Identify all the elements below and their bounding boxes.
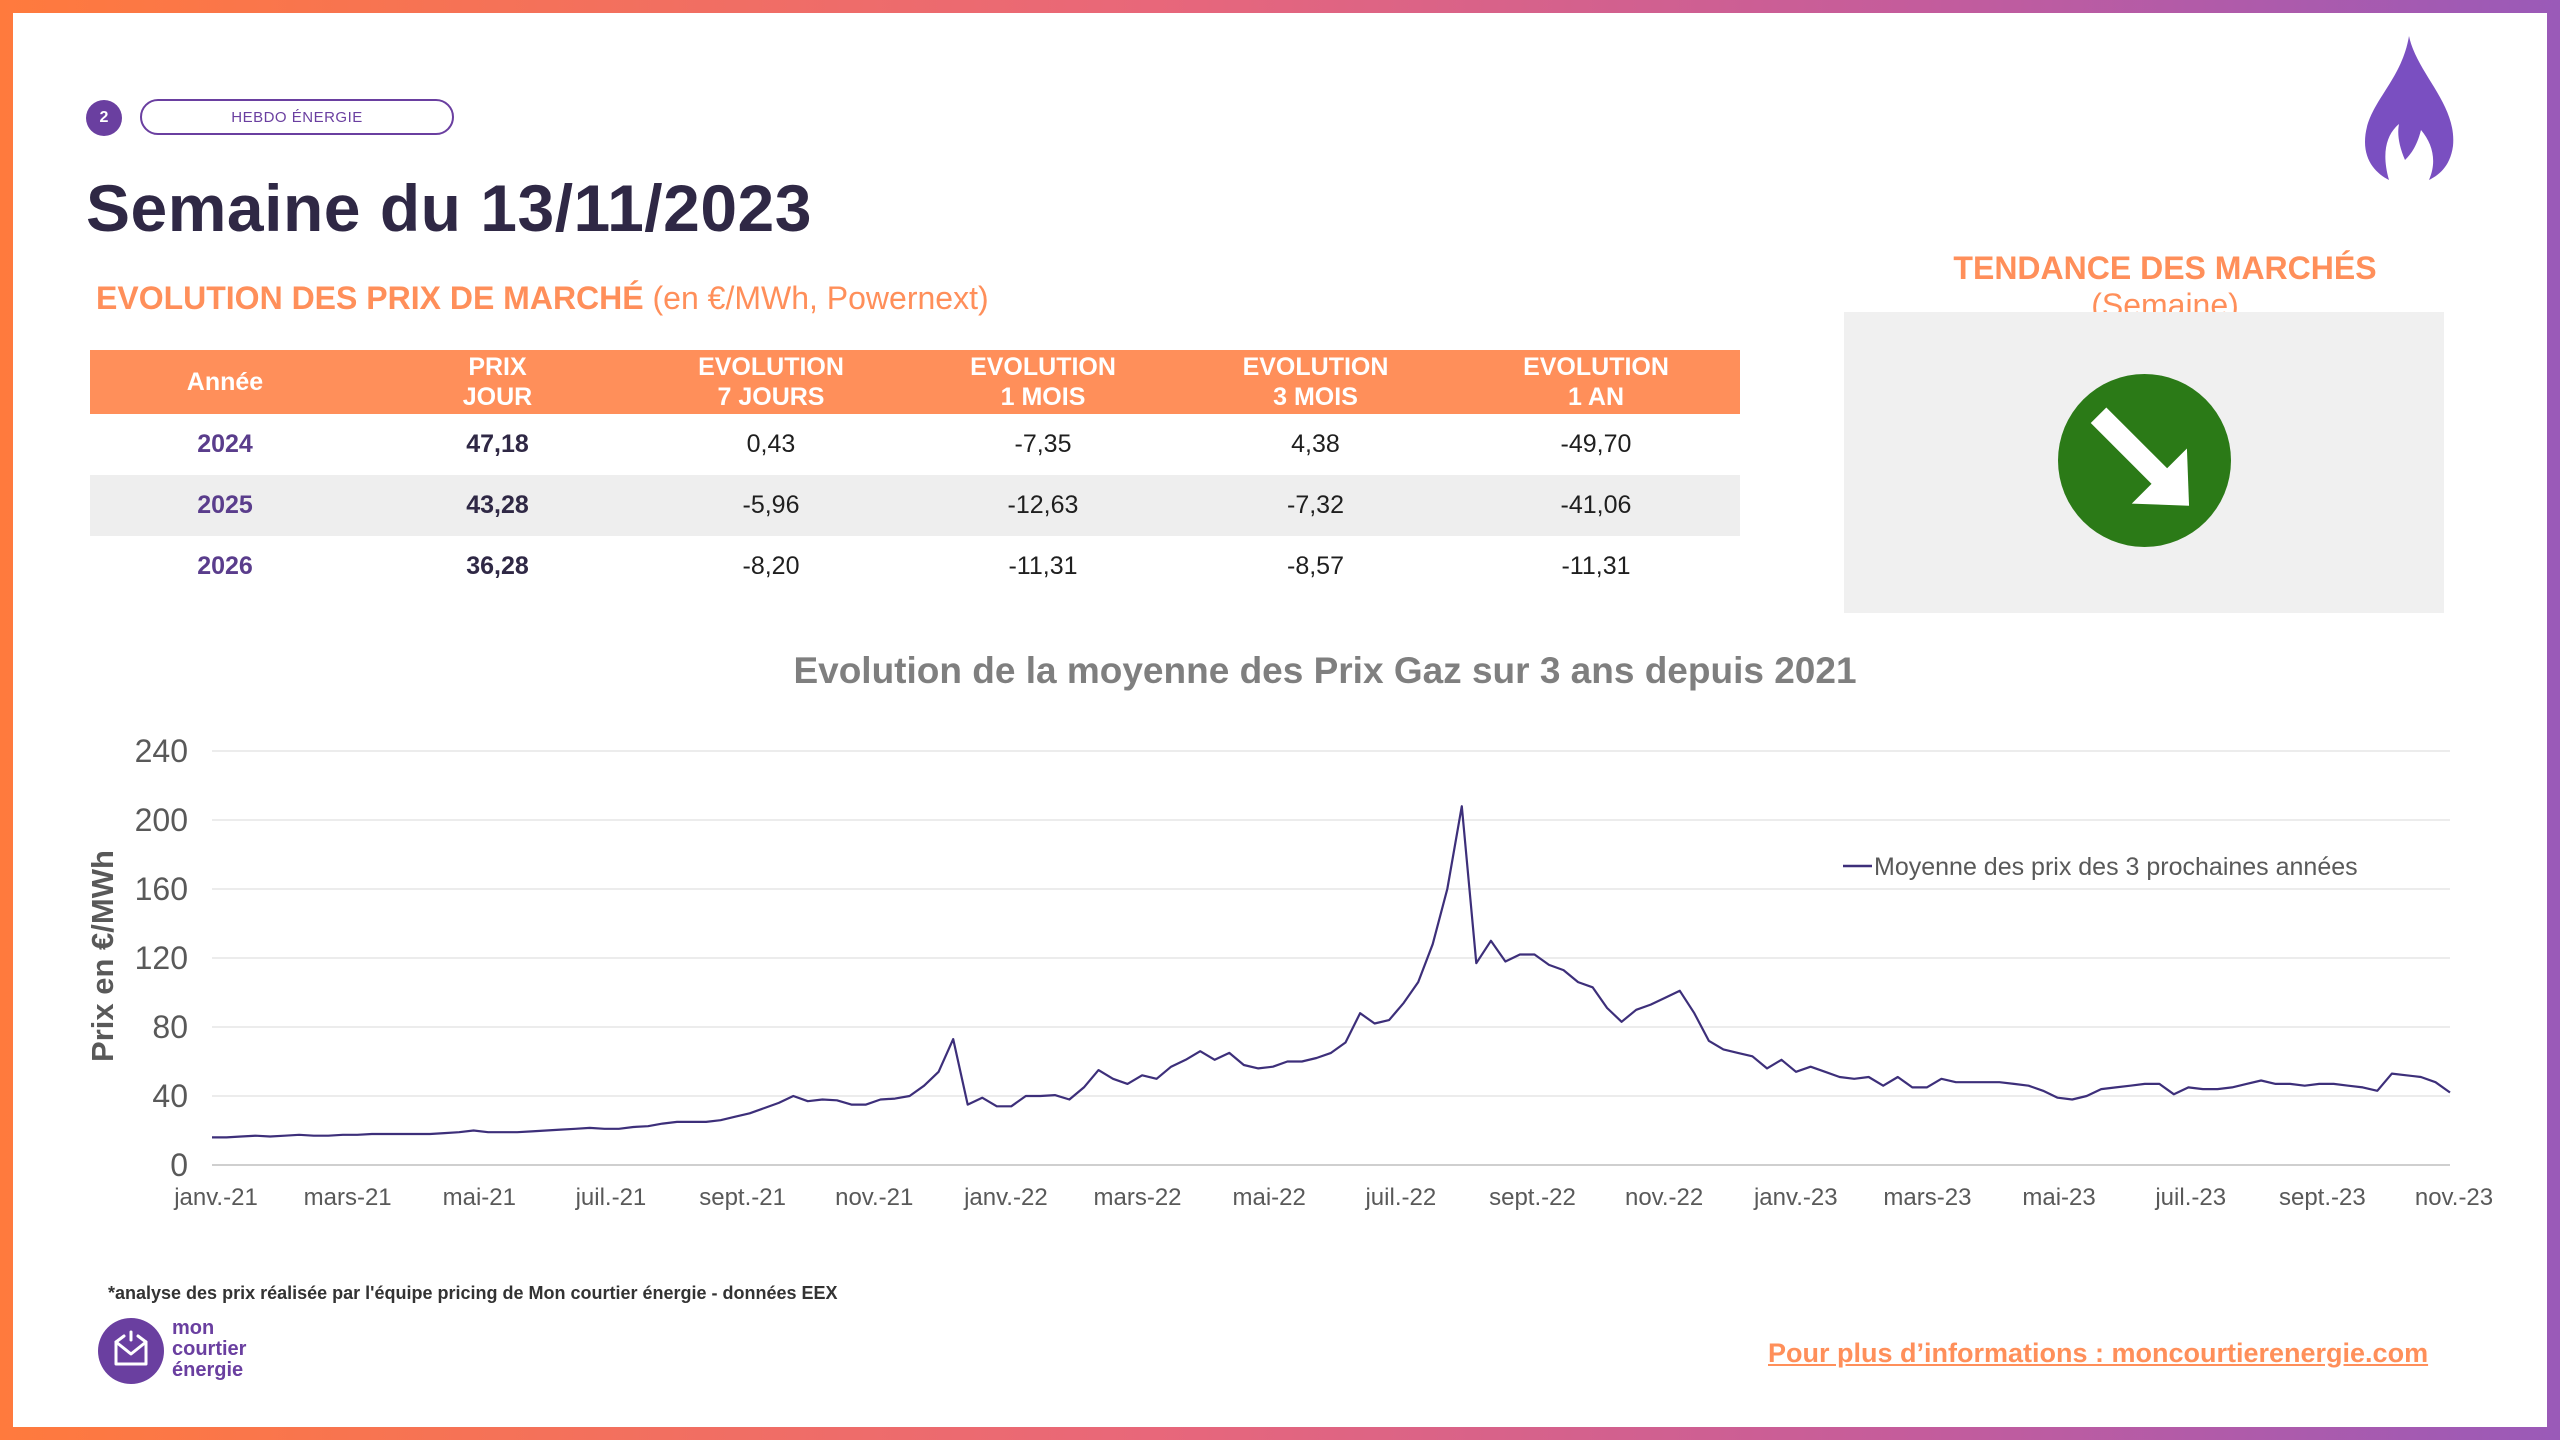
evolution-cell: -7,32: [1179, 475, 1452, 536]
price-table: Année PRIX JOUR EVOLUTION 7 JOURS EVOLUTION 1 …: [90, 350, 1740, 597]
logo-line-2: courtier: [172, 1338, 247, 1360]
table-header-cell: PRIX JOUR: [360, 350, 635, 414]
table-row: 2024 47,18 0,43 -7,35 4,38 -49,70: [90, 414, 1740, 475]
trend-down-icon: [2058, 374, 2231, 547]
year-cell: 2024: [197, 430, 253, 458]
evolution-cell: 4,38: [1291, 430, 1340, 458]
x-tick-label: juil.-22: [1364, 1184, 1436, 1211]
x-tick-label: sept.-22: [1489, 1184, 1576, 1211]
table-header-row: Année PRIX JOUR EVOLUTION 7 JOURS EVOLUTION 1 …: [90, 350, 1740, 414]
trend-panel: [1844, 312, 2444, 613]
section-tag: HEBDO ÉNERGIE: [140, 99, 454, 135]
x-tick-label: mai-23: [2022, 1184, 2095, 1211]
y-axis-label: Prix en €/MWh: [85, 850, 120, 1062]
table-row: 2026 36,28 -8,20 -11,31 -8,57 -11,31: [90, 536, 1740, 597]
x-tick-label: nov.-21: [835, 1184, 913, 1211]
brand-logo: mon courtier énergie: [98, 1318, 328, 1388]
price-cell: 36,28: [466, 552, 529, 580]
footnote: *analyse des prix réalisée par l'équipe …: [108, 1283, 838, 1303]
logo-badge: [98, 1318, 164, 1384]
price-cell: 43,28: [360, 475, 635, 536]
y-tick-label: 40: [152, 1078, 188, 1114]
logo-line-1: mon: [172, 1317, 215, 1339]
evolution-cell: -7,35: [1014, 430, 1072, 458]
subtitle-unit: (en €/MWh, Powernext): [643, 280, 989, 316]
y-tick-label: 200: [135, 802, 188, 838]
evolution-cell: 0,43: [746, 430, 796, 458]
trend-title-strong: TENDANCE DES MARCHÉS: [1953, 250, 2377, 286]
chart-title: Evolution de la moyenne des Prix Gaz sur…: [793, 650, 1857, 691]
y-tick-label: 240: [135, 733, 188, 769]
x-tick-label: mars-22: [1094, 1184, 1182, 1211]
x-tick-label: sept.-21: [699, 1184, 786, 1211]
page-number-badge: 2: [86, 100, 122, 136]
table-section-title: EVOLUTION DES PRIX DE MARCHÉ (en €/MWh, …: [96, 280, 989, 317]
evolution-cell: -5,96: [635, 475, 907, 536]
y-tick-label: 160: [135, 871, 188, 907]
x-tick-label: sept.-23: [2279, 1184, 2366, 1211]
x-tick-label: nov.-23: [2415, 1184, 2493, 1211]
evolution-cell: -12,63: [907, 475, 1179, 536]
evolution-cell: -41,06: [1452, 475, 1740, 536]
evolution-cell: -11,31: [1561, 552, 1631, 580]
subtitle-strong: EVOLUTION DES PRIX DE MARCHÉ: [96, 280, 644, 316]
logo-wordmark: mon courtier énergie: [172, 1318, 246, 1381]
flame-icon: [2365, 36, 2454, 180]
x-tick-label: janv.-23: [1753, 1184, 1838, 1211]
legend-label: Moyenne des prix des 3 prochaines années: [1874, 853, 2358, 881]
x-tick-label: janv.-22: [963, 1184, 1048, 1211]
slide-card: [13, 13, 2547, 1427]
x-tick-label: nov.-22: [1625, 1184, 1703, 1211]
table-header-cell: EVOLUTION 1 AN: [1452, 350, 1740, 414]
y-tick-label: 0: [170, 1147, 188, 1183]
price-cell: 47,18: [466, 430, 529, 458]
x-tick-label: mars-21: [304, 1184, 392, 1211]
y-tick-label: 120: [135, 940, 188, 976]
table-header-cell: EVOLUTION 3 MOIS: [1179, 350, 1452, 414]
x-tick-label: janv.-21: [173, 1184, 258, 1211]
table-header-cell: Année: [90, 350, 360, 414]
year-cell: 2025: [90, 475, 360, 536]
x-tick-label: mars-23: [1883, 1184, 1971, 1211]
evolution-cell: -8,20: [742, 552, 800, 580]
y-tick-label: 80: [152, 1009, 188, 1045]
logo-line-3: énergie: [172, 1359, 244, 1381]
table-header-cell: EVOLUTION 1 MOIS: [907, 350, 1179, 414]
evolution-cell: -8,57: [1287, 552, 1344, 580]
evolution-cell: -49,70: [1560, 430, 1632, 458]
x-tick-label: juil.-23: [2154, 1184, 2226, 1211]
table-row: 2025 43,28 -5,96 -12,63 -7,32 -41,06: [90, 475, 1740, 536]
page-title: Semaine du 13/11/2023: [86, 171, 812, 245]
x-tick-label: mai-22: [1232, 1184, 1305, 1211]
more-info-link[interactable]: Pour plus d’informations : moncourtieren…: [1768, 1338, 2429, 1368]
x-tick-label: juil.-21: [575, 1184, 647, 1211]
x-tick-label: mai-21: [443, 1184, 516, 1211]
evolution-cell: -11,31: [1008, 552, 1078, 580]
series-line: [212, 805, 2451, 1139]
table-header-cell: EVOLUTION 7 JOURS: [635, 350, 907, 414]
year-cell: 2026: [197, 552, 253, 580]
